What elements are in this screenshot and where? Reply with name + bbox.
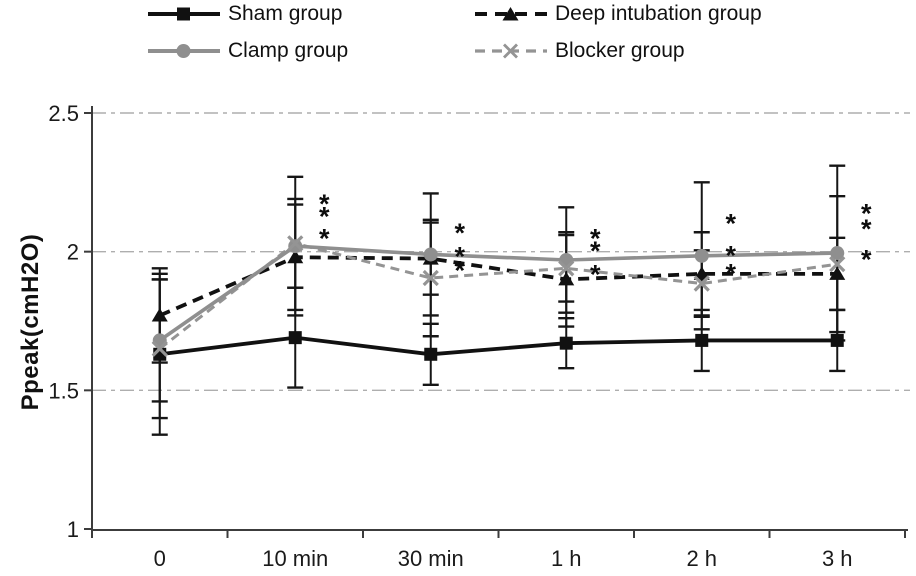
- series-line-triangle: [158, 255, 838, 318]
- error-bars-square: [151, 272, 846, 436]
- legend-label: Deep intubation group: [555, 2, 762, 25]
- star-annotation: *: [319, 201, 330, 231]
- star-annotation: *: [590, 260, 601, 290]
- legend-label: Blocker group: [555, 39, 685, 62]
- error-bars-x: [151, 194, 846, 420]
- legend-marker-triangle-icon: [475, 7, 547, 21]
- error-bars-circle: [151, 164, 846, 403]
- gridlines: [92, 112, 910, 392]
- legend-item-square: Sham group: [148, 3, 342, 25]
- series-line-square: [159, 335, 838, 357]
- error-bars: [151, 164, 846, 436]
- legend-label: Sham group: [228, 2, 343, 25]
- x-tick-label: 30 min: [398, 546, 464, 571]
- y-tick-label: 1: [67, 517, 79, 542]
- star-annotation: *: [725, 258, 736, 288]
- chart-legend: Sham group Deep intubation group Clamp gro…: [0, 0, 916, 80]
- y-tick-labels: 2.5 2 1.5 1: [48, 101, 79, 542]
- star-annotation: *: [861, 214, 872, 244]
- y-tick-label: 2.5: [48, 101, 79, 126]
- legend-marker-circle-icon: [148, 44, 220, 58]
- star-annotation: *: [319, 224, 330, 254]
- star-annotation: *: [454, 218, 465, 248]
- star-annotation: *: [454, 242, 465, 272]
- legend-item-triangle: Deep intubation group: [475, 3, 762, 25]
- legend-item-circle: Clamp group: [148, 40, 348, 62]
- x-tick-label: 1 h: [551, 546, 582, 571]
- legend-label: Clamp group: [228, 39, 349, 62]
- series-markers-triangle: [151, 249, 846, 322]
- significance-stars: *** ************: [319, 189, 872, 290]
- star-annotation: *: [861, 199, 872, 229]
- y-tick-label: 1.5: [48, 378, 79, 403]
- star-annotation: *: [590, 224, 601, 254]
- x-tick-label: 10 min: [262, 546, 328, 571]
- series-markers-square: [153, 331, 844, 361]
- y-tick-label: 2: [67, 240, 79, 265]
- star-annotation: *: [454, 256, 465, 286]
- series-markers-x: [151, 235, 846, 357]
- star-annotation: *: [725, 208, 736, 238]
- x-tick-labels: 0 10 min 30 min 1 h 2 h 3 h: [154, 546, 853, 571]
- x-tick-label: 2 h: [686, 546, 717, 571]
- star-annotation: *: [590, 236, 601, 266]
- x-tick-label: 3 h: [822, 546, 853, 571]
- legend-item-x: Blocker group: [475, 40, 685, 62]
- star-annotation: *: [319, 189, 330, 219]
- legend-marker-x-icon: [475, 43, 547, 59]
- star-annotation: *: [861, 244, 872, 274]
- x-tick-label: 0: [154, 546, 166, 571]
- star-annotation: *: [725, 240, 736, 270]
- legend-marker-square-icon: [148, 7, 220, 21]
- axes: [84, 106, 908, 538]
- series-line-circle: [158, 244, 838, 342]
